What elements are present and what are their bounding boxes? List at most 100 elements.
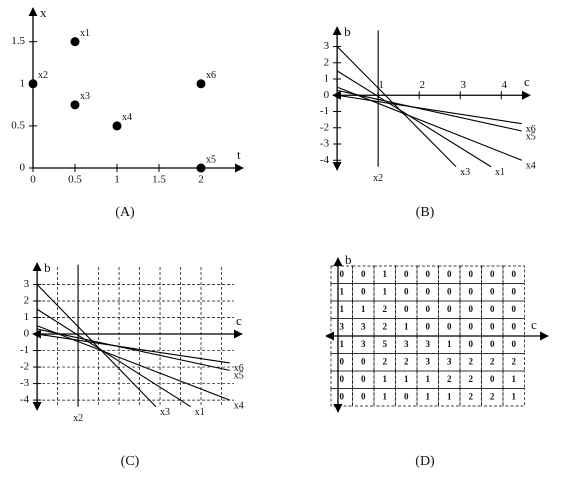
x-axis-label: c: [236, 313, 242, 328]
cell-value: 0: [426, 321, 431, 331]
series-label: x4: [526, 161, 536, 172]
cell-border: [352, 353, 375, 372]
cell-value: 0: [361, 374, 366, 384]
point: [70, 37, 80, 47]
point-label: x6: [206, 70, 216, 81]
cell-value: 0: [469, 304, 474, 314]
series-line: [36, 308, 192, 408]
cell-border: [416, 283, 439, 302]
y-tick-label: -2: [320, 121, 329, 133]
cell-border: [438, 388, 461, 407]
series-line: [36, 328, 230, 371]
x-tick-label: 2: [198, 174, 204, 186]
cell-border: [502, 388, 525, 407]
point-label: x5: [206, 154, 216, 165]
series-line: [36, 284, 157, 408]
point-label: x1: [80, 28, 90, 39]
cell-value: 2: [404, 356, 409, 366]
point: [196, 79, 206, 89]
cell-value: 1: [426, 374, 431, 384]
caption: (D): [415, 454, 435, 469]
cell-border: [438, 300, 461, 319]
cell-value: 1: [340, 286, 345, 296]
cell-value: 1: [383, 286, 388, 296]
cell-value: 2: [447, 374, 452, 384]
cell-border: [502, 265, 525, 284]
cell-border: [459, 388, 482, 407]
y-tick-label: -4: [20, 394, 30, 406]
y-tick-label: 0.5: [11, 119, 25, 131]
cell-value: 2: [512, 356, 517, 366]
point: [70, 100, 80, 110]
cell-value: 3: [404, 339, 409, 349]
cell-value: 0: [512, 286, 517, 296]
x-tick-label: 0.5: [68, 174, 82, 186]
y-tick-label: 2: [24, 295, 30, 307]
series-label: x6: [234, 363, 244, 374]
cell-border: [459, 353, 482, 372]
y-tick-label: 1: [20, 77, 26, 89]
y-tick-label: 0: [24, 328, 30, 340]
series-label: x2: [73, 413, 83, 424]
x-axis-label: c: [524, 74, 530, 89]
cell-border: [395, 318, 418, 337]
y-axis-label: b: [344, 24, 351, 39]
y-axis-label: x: [40, 5, 47, 20]
cell-border: [373, 318, 396, 337]
cell-value: 0: [512, 269, 517, 279]
cell-border: [459, 300, 482, 319]
cell-border: [352, 370, 375, 389]
cell-border: [459, 283, 482, 302]
cell-border: [416, 265, 439, 284]
cell-value: 0: [469, 286, 474, 296]
cell-value: 0: [404, 391, 409, 401]
y-tick-label: -3: [320, 138, 330, 150]
cell-border: [481, 353, 504, 372]
cell-value: 0: [512, 339, 517, 349]
point-label: x2: [38, 70, 48, 81]
point: [28, 79, 38, 89]
cell-value: 0: [447, 286, 452, 296]
cell-value: 0: [490, 304, 495, 314]
cell-value: 0: [361, 391, 366, 401]
cell-border: [502, 353, 525, 372]
cell-border: [373, 300, 396, 319]
cell-border: [481, 265, 504, 284]
cell-value: 2: [383, 321, 388, 331]
series-line: [36, 325, 230, 401]
cell-value: 0: [361, 356, 366, 366]
y-tick-label: 1: [24, 311, 30, 323]
y-tick-label: -2: [20, 361, 29, 373]
cell-value: 3: [340, 321, 345, 331]
cell-border: [438, 265, 461, 284]
cell-border: [352, 300, 375, 319]
y-tick-label: 0: [20, 162, 26, 174]
cell-value: 2: [490, 356, 495, 366]
series-label: x2: [373, 173, 383, 184]
cell-value: 0: [447, 269, 452, 279]
cell-border: [459, 318, 482, 337]
cell-value: 0: [404, 269, 409, 279]
cell-border: [459, 265, 482, 284]
cell-border: [373, 388, 396, 407]
cell-value: 0: [447, 304, 452, 314]
y-tick-label: 1: [324, 73, 330, 85]
cell-value: 2: [469, 374, 474, 384]
cell-value: 0: [490, 321, 495, 331]
cell-value: 2: [469, 391, 474, 401]
cell-value: 0: [426, 269, 431, 279]
series-label: x1: [195, 407, 205, 418]
series-label: x5: [234, 371, 244, 382]
y-tick-label: 3: [324, 40, 330, 52]
cell-border: [502, 370, 525, 389]
cell-border: [373, 265, 396, 284]
series-label: x1: [495, 167, 505, 178]
cell-value: 0: [469, 339, 474, 349]
x-tick-label: 2: [419, 79, 425, 91]
cell-border: [438, 318, 461, 337]
cell-value: 2: [383, 356, 388, 366]
cell-value: 1: [361, 304, 366, 314]
cell-value: 0: [447, 321, 452, 331]
cell-border: [416, 388, 439, 407]
